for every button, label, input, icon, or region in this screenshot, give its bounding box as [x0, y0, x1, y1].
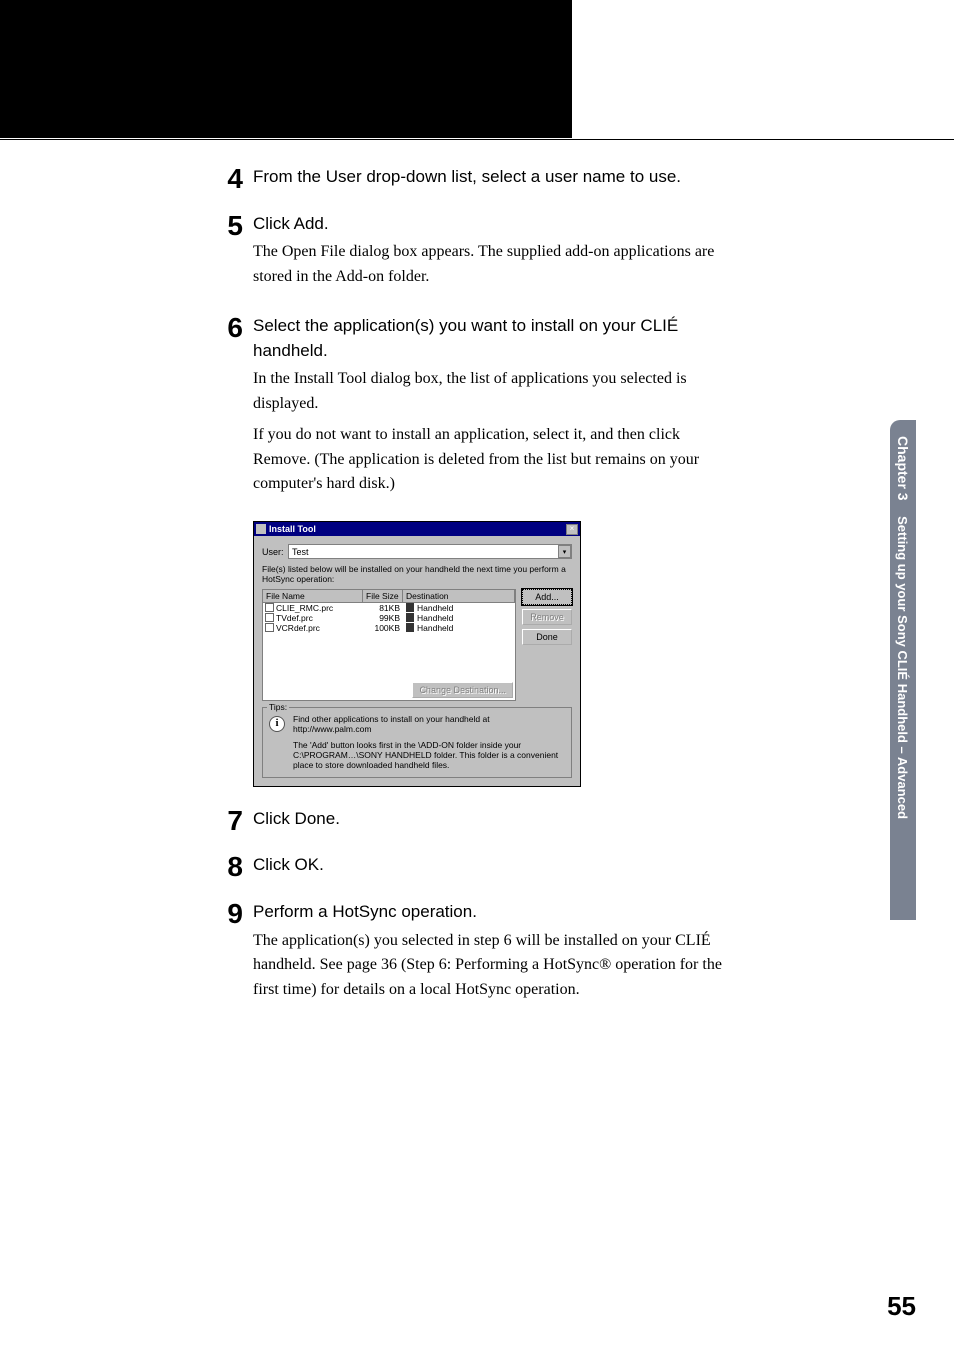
step-title: Click OK. — [253, 853, 735, 878]
change-destination-button[interactable]: Change Destination... — [412, 682, 513, 698]
file-icon — [265, 623, 274, 632]
tips-label: Tips: — [267, 702, 289, 712]
step-4: 4 From the User drop-down list, select a… — [215, 165, 735, 194]
step-paragraph: The application(s) you selected in step … — [253, 929, 735, 1003]
file-name: CLIE_RMC.prc — [276, 603, 333, 613]
file-list-header: File Name File Size Destination — [263, 590, 515, 603]
tips-text-1: Find other applications to install on yo… — [293, 714, 565, 734]
done-button[interactable]: Done — [522, 629, 572, 645]
close-icon[interactable]: × — [566, 524, 578, 535]
remove-button[interactable]: Remove — [522, 609, 572, 625]
dialog-title: Install Tool — [269, 524, 566, 534]
user-value: Test — [292, 547, 309, 557]
file-dest: Handheld — [417, 623, 453, 633]
step-7: 7 Click Done. — [215, 807, 735, 836]
step-title: Select the application(s) you want to in… — [253, 314, 735, 363]
file-row[interactable]: VCRdef.prc 100KB Handheld — [263, 623, 515, 633]
step-paragraph: The Open File dialog box appears. The su… — [253, 240, 735, 290]
file-name: TVdef.prc — [276, 613, 313, 623]
file-list: File Name File Size Destination CLIE_RMC… — [262, 589, 516, 701]
step-number: 9 — [215, 900, 243, 1009]
chevron-down-icon[interactable]: ▾ — [558, 545, 571, 558]
file-size: 81KB — [363, 603, 403, 613]
step-9: 9 Perform a HotSync operation. The appli… — [215, 900, 735, 1009]
step-paragraph: If you do not want to install an applica… — [253, 423, 735, 497]
side-title: Setting up your Sony CLIÉ Handheld – Adv… — [895, 516, 910, 819]
install-tool-screenshot: Install Tool × User: Test ▾ File(s) list… — [253, 521, 735, 786]
col-filename[interactable]: File Name — [263, 590, 363, 602]
user-dropdown[interactable]: Test ▾ — [288, 544, 572, 559]
header-black-bar — [0, 0, 572, 138]
dialog-icon — [256, 524, 266, 534]
file-icon — [265, 603, 274, 612]
side-chapter: Chapter 3 — [895, 436, 911, 501]
install-tool-dialog: Install Tool × User: Test ▾ File(s) list… — [253, 521, 581, 786]
file-size: 100KB — [363, 623, 403, 633]
info-icon: i — [269, 716, 285, 732]
step-number: 4 — [215, 165, 243, 194]
step-title: Click Done. — [253, 807, 735, 832]
file-dest: Handheld — [417, 613, 453, 623]
header-rule — [0, 139, 954, 140]
step-number: 7 — [215, 807, 243, 836]
user-row: User: Test ▾ — [262, 544, 572, 559]
step-title: From the User drop-down list, select a u… — [253, 165, 735, 190]
file-size: 99KB — [363, 613, 403, 623]
step-number: 5 — [215, 212, 243, 296]
handheld-icon — [406, 603, 414, 612]
main-content: 4 From the User drop-down list, select a… — [215, 165, 735, 1027]
step-number: 8 — [215, 853, 243, 882]
step-title: Perform a HotSync operation. — [253, 900, 735, 925]
user-label: User: — [262, 547, 288, 557]
handheld-icon — [406, 613, 414, 622]
file-row[interactable]: TVdef.prc 99KB Handheld — [263, 613, 515, 623]
file-dest: Handheld — [417, 603, 453, 613]
dialog-titlebar: Install Tool × — [254, 522, 580, 536]
file-row[interactable]: CLIE_RMC.prc 81KB Handheld — [263, 603, 515, 613]
step-paragraph: In the Install Tool dialog box, the list… — [253, 367, 735, 417]
tips-group: Tips: i Find other applications to insta… — [262, 707, 572, 778]
step-6: 6 Select the application(s) you want to … — [215, 314, 735, 503]
tips-text-2: The 'Add' button looks first in the \ADD… — [293, 740, 565, 771]
handheld-icon — [406, 623, 414, 632]
col-filesize[interactable]: File Size — [363, 590, 403, 602]
step-8: 8 Click OK. — [215, 853, 735, 882]
step-number: 6 — [215, 314, 243, 503]
file-icon — [265, 613, 274, 622]
file-name: VCRdef.prc — [276, 623, 320, 633]
dialog-instruction: File(s) listed below will be installed o… — [262, 565, 572, 585]
step-5: 5 Click Add. The Open File dialog box ap… — [215, 212, 735, 296]
add-button[interactable]: Add... — [522, 589, 572, 605]
step-title: Click Add. — [253, 212, 735, 237]
col-destination[interactable]: Destination — [403, 590, 515, 602]
side-tab: Chapter 3 Setting up your Sony CLIÉ Hand… — [890, 420, 916, 920]
page-number: 55 — [887, 1291, 916, 1322]
